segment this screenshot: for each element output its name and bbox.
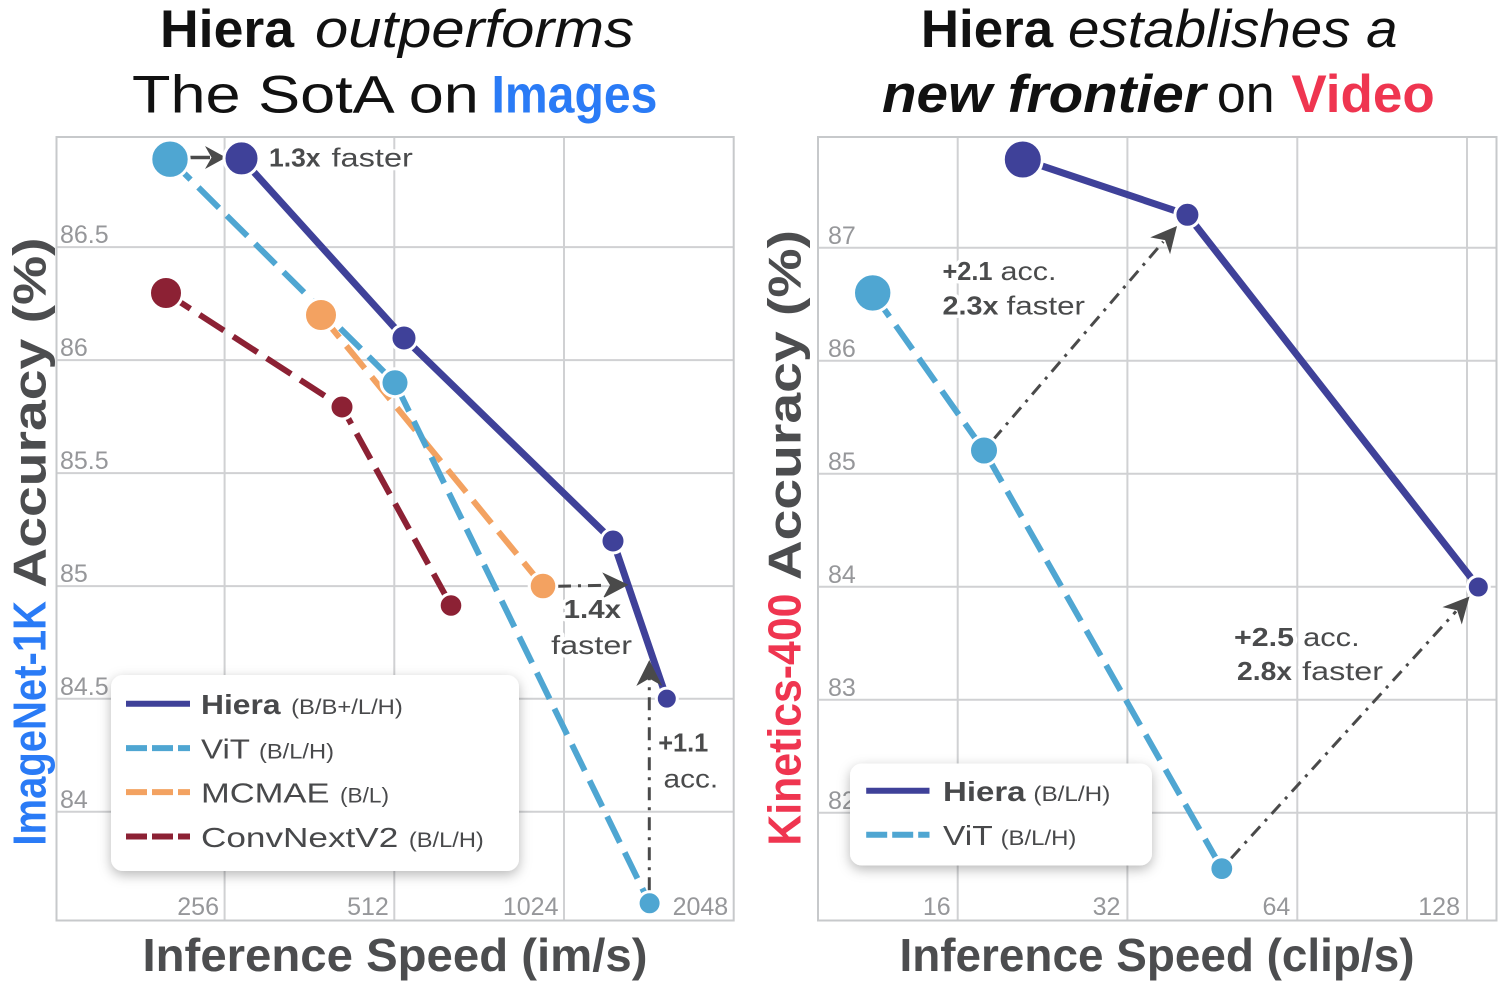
svg-text:(B/L/H): (B/L/H) [1033, 783, 1110, 806]
svg-text:32: 32 [1093, 893, 1121, 921]
svg-text:ViT: ViT [201, 733, 250, 764]
svg-text:64: 64 [1262, 893, 1290, 921]
svg-text:ViT: ViT [943, 820, 993, 851]
svg-text:85: 85 [60, 560, 88, 588]
svg-text:(B/B+/L/H): (B/B+/L/H) [291, 696, 403, 719]
svg-text:(B/L/H): (B/L/H) [409, 829, 484, 852]
svg-text:on: on [1217, 65, 1275, 124]
svg-text:16: 16 [923, 893, 951, 921]
svg-text:(B/L): (B/L) [340, 784, 389, 807]
svg-text:Hiera: Hiera [921, 0, 1054, 59]
svg-text:Video: Video [1291, 65, 1434, 124]
svg-text:faster: faster [1302, 656, 1383, 686]
svg-text:(B/L/H): (B/L/H) [1001, 827, 1077, 850]
svg-text:1.3x: 1.3x [269, 142, 321, 172]
svg-text:Hiera: Hiera [160, 0, 295, 59]
svg-text:outperforms: outperforms [315, 0, 634, 59]
svg-text:establishes a: establishes a [1068, 0, 1398, 59]
svg-text:+1.1: +1.1 [658, 727, 708, 757]
svg-text:Inference Speed (clip/s): Inference Speed (clip/s) [900, 929, 1415, 981]
svg-text:+2.1: +2.1 [943, 256, 993, 286]
svg-text:1024: 1024 [503, 893, 559, 921]
svg-text:Hiera: Hiera [943, 776, 1026, 807]
svg-text:The SotA on: The SotA on [132, 65, 479, 124]
svg-text:faster: faster [332, 142, 414, 172]
svg-text:acc.: acc. [664, 764, 719, 794]
svg-text:2.8x: 2.8x [1237, 656, 1293, 686]
svg-text:2.3x: 2.3x [943, 290, 1000, 320]
svg-text:ConvNextV2: ConvNextV2 [201, 822, 398, 853]
svg-text:new frontier: new frontier [882, 65, 1209, 124]
svg-text:85: 85 [828, 448, 856, 476]
svg-text:128: 128 [1418, 893, 1460, 921]
svg-text:83: 83 [828, 674, 856, 702]
svg-text:84: 84 [828, 561, 856, 589]
svg-text:Images: Images [492, 65, 658, 124]
svg-text:+2.5: +2.5 [1234, 622, 1294, 652]
svg-text:faster: faster [1007, 290, 1086, 320]
svg-text:Hiera: Hiera [201, 689, 281, 720]
svg-text:86.5: 86.5 [60, 221, 109, 249]
svg-text:1.4x: 1.4x [564, 594, 622, 624]
svg-text:256: 256 [177, 893, 219, 921]
svg-text:84: 84 [60, 786, 88, 814]
svg-text:acc.: acc. [1303, 622, 1360, 652]
svg-text:Inference Speed (im/s): Inference Speed (im/s) [143, 929, 648, 981]
svg-text:Kinetics-400 Accuracy (%): Kinetics-400 Accuracy (%) [759, 230, 811, 846]
svg-text:acc.: acc. [1001, 256, 1057, 286]
svg-text:(B/L/H): (B/L/H) [259, 740, 334, 763]
svg-text:2048: 2048 [673, 893, 729, 921]
svg-text:faster: faster [551, 630, 632, 660]
svg-text:86: 86 [60, 334, 88, 362]
svg-text:ImageNet-1K Accuracy (%): ImageNet-1K Accuracy (%) [4, 237, 56, 845]
svg-text:84.5: 84.5 [60, 673, 109, 701]
svg-text:85.5: 85.5 [60, 447, 109, 475]
svg-text:86: 86 [828, 335, 856, 363]
svg-text:MCMAE: MCMAE [201, 777, 330, 808]
svg-text:512: 512 [347, 893, 389, 921]
svg-text:87: 87 [828, 222, 856, 250]
